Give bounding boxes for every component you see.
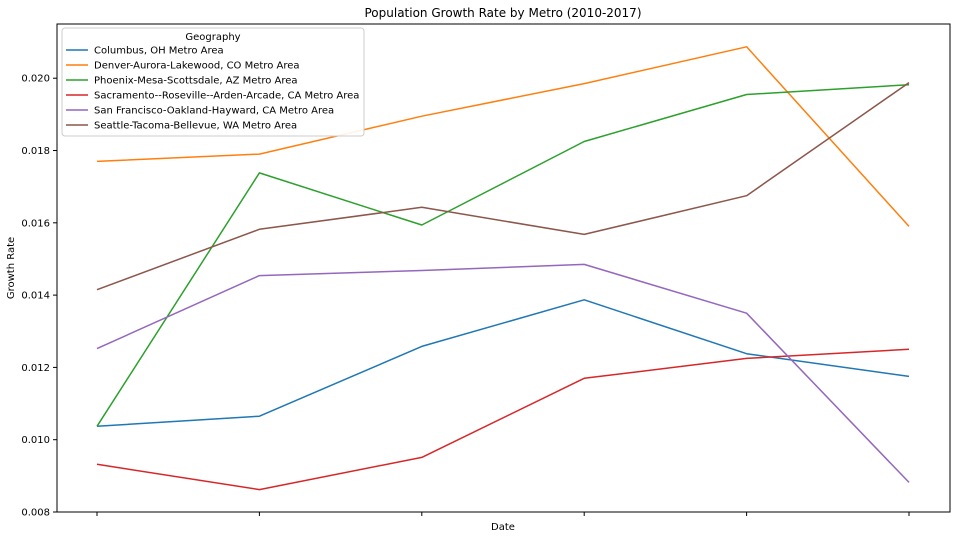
x-axis-label: Date xyxy=(491,522,515,533)
series-line xyxy=(96,348,910,491)
series-lines xyxy=(96,46,910,491)
legend-label: Denver-Aurora-Lakewood, CO Metro Area xyxy=(94,61,300,72)
y-axis-label: Growth Rate xyxy=(6,237,17,299)
series-line xyxy=(96,263,910,483)
y-tick-label: 0.020 xyxy=(21,74,50,85)
legend-label: San Francisco-Oakland-Hayward, CA Metro … xyxy=(94,106,334,117)
y-tick-label: 0.014 xyxy=(21,291,50,302)
chart-title: Population Growth Rate by Metro (2010-20… xyxy=(364,6,641,20)
y-tick-label: 0.016 xyxy=(21,218,50,229)
series-line xyxy=(96,46,910,227)
y-tick-label: 0.010 xyxy=(21,435,50,446)
legend-title: Geography xyxy=(185,32,240,43)
legend-box xyxy=(61,27,365,137)
series-line xyxy=(96,81,910,291)
legend-label: Sacramento--Roseville--Arden-Arcade, CA … xyxy=(94,91,359,102)
legend-label: Phoenix-Mesa-Scottsdale, AZ Metro Area xyxy=(94,76,298,87)
legend-label: Columbus, OH Metro Area xyxy=(94,46,224,57)
legend: Geography Columbus, OH Metro Area Denver-… xyxy=(61,27,365,137)
y-tick-label: 0.012 xyxy=(21,363,50,374)
x-axis xyxy=(96,512,910,516)
legend-entries: Columbus, OH Metro Area Denver-Aurora-Lak… xyxy=(66,46,359,132)
legend-label: Seattle-Tacoma-Bellevue, WA Metro Area xyxy=(94,121,297,132)
y-axis: 0.008 0.010 0.012 0.014 0.016 0.018 0.020 xyxy=(21,74,57,519)
y-tick-label: 0.008 xyxy=(21,508,50,519)
y-tick-label: 0.018 xyxy=(21,146,50,157)
series-line xyxy=(96,83,910,427)
